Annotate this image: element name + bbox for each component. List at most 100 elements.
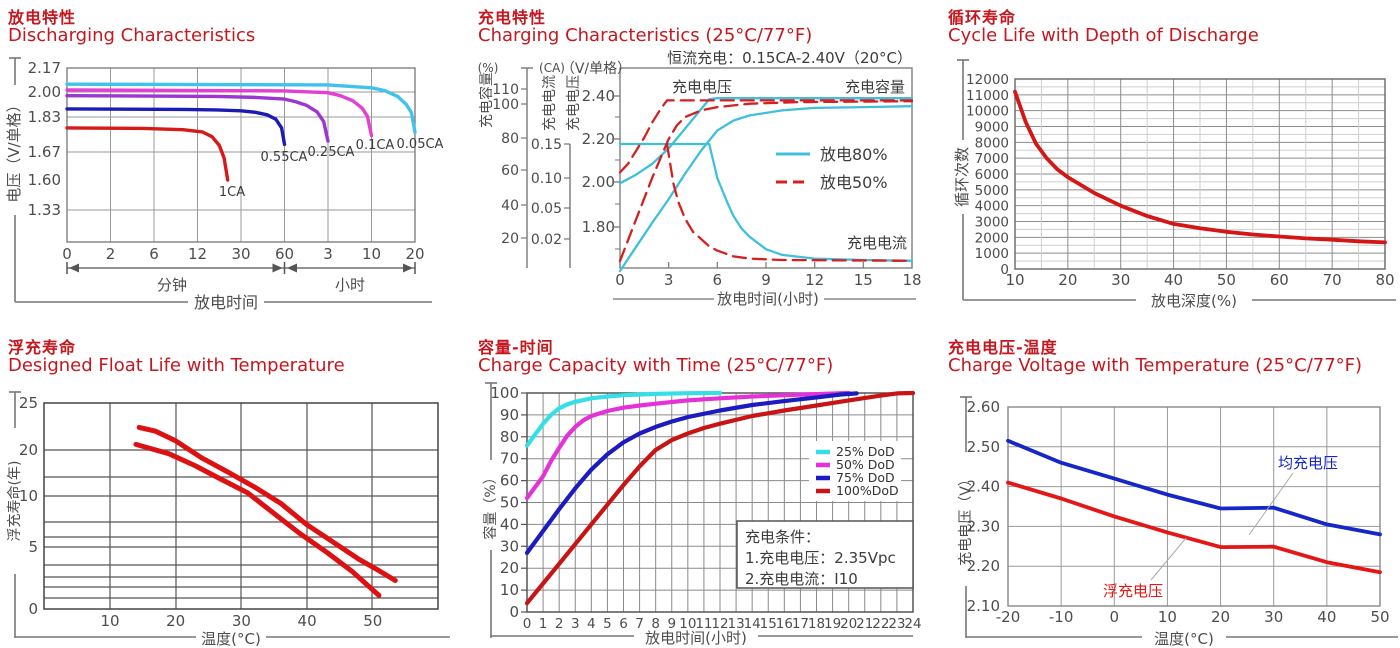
svg-text:容量（%）: 容量（%） (482, 470, 499, 539)
chart-title-cn: 循环寿命 (948, 8, 1017, 27)
chart-title-en: Cycle Life with Depth of Discharge (948, 25, 1259, 46)
svg-text:充电电压: 充电电压 (566, 75, 582, 131)
svg-text:（V/单格）: （V/单格） (561, 61, 631, 77)
svg-text:70: 70 (500, 450, 519, 468)
svg-text:1.83: 1.83 (28, 108, 61, 126)
svg-text:放电深度(%): 放电深度(%) (1151, 292, 1237, 310)
svg-text:10: 10 (500, 581, 519, 599)
svg-text:-10: -10 (1049, 608, 1074, 626)
svg-text:20: 20 (166, 612, 185, 630)
svg-text:0: 0 (1110, 608, 1120, 626)
chart-card-discharging: 放电特性 Discharging Characteristics 2.17 2.0… (0, 0, 470, 330)
outer-axis: 浮充寿命(年) 温度(°C) (6, 391, 450, 648)
svg-text:50% DoD: 50% DoD (836, 457, 895, 472)
svg-text:0: 0 (62, 245, 72, 263)
svg-text:(CA): (CA) (539, 61, 565, 75)
svg-text:40: 40 (500, 515, 519, 533)
svg-text:充电电流: 充电电流 (847, 234, 907, 252)
series-0.25CA (65, 93, 330, 143)
series-float-life-upper (136, 424, 398, 583)
svg-text:80: 80 (1375, 271, 1394, 289)
svg-text:2.50: 2.50 (967, 438, 1000, 456)
chart-title-en: Charge Capacity with Time (25°C/77°F) (478, 355, 834, 376)
svg-text:0.25CA: 0.25CA (308, 145, 355, 160)
series-dod80-current (618, 142, 914, 262)
svg-text:0.05CA: 0.05CA (397, 137, 444, 152)
chart-title-cn: 充电特性 (478, 8, 547, 27)
svg-text:6: 6 (619, 616, 628, 632)
svg-text:2.20: 2.20 (967, 557, 1000, 575)
svg-text:2.充电电流：I10: 2.充电电流：I10 (745, 570, 858, 588)
svg-text:25% DoD: 25% DoD (836, 444, 895, 459)
chart-title-en: Charge Voltage with Temperature (25°C/77… (948, 355, 1363, 376)
svg-text:3: 3 (571, 616, 580, 632)
svg-text:13: 13 (727, 616, 744, 632)
svg-text:7: 7 (635, 616, 644, 632)
svg-text:70: 70 (1323, 271, 1342, 289)
svg-text:19: 19 (824, 616, 841, 632)
svg-text:2.00: 2.00 (582, 173, 615, 191)
svg-text:40: 40 (1317, 608, 1336, 626)
svg-text:10: 10 (100, 612, 119, 630)
chart-card-charging: 充电特性 Charging Characteristics (25°C/77°F… (470, 0, 940, 330)
chart-card-capacity-time: 容量-时间 Charge Capacity with Time (25°C/77… (470, 330, 940, 648)
svg-text:2.10: 2.10 (967, 597, 1000, 615)
svg-text:2.40: 2.40 (967, 478, 1000, 496)
svg-text:温度(°C): 温度(°C) (1154, 630, 1214, 648)
series-layer (618, 97, 914, 273)
grid-layer (43, 402, 439, 610)
svg-text:小时: 小时 (335, 276, 365, 294)
svg-text:60: 60 (500, 472, 519, 490)
svg-text:100: 100 (492, 97, 519, 113)
svg-text:90: 90 (500, 406, 519, 424)
svg-text:0: 0 (28, 600, 38, 618)
annotation-box: 充电条件： 1.充电电压：2.35Vpc 2.充电电流：I10 (736, 520, 914, 589)
svg-text:12: 12 (188, 245, 207, 263)
svg-text:5: 5 (603, 616, 612, 632)
svg-text:24: 24 (904, 616, 921, 632)
axis-labels: 2.60 2.50 2.40 2.30 2.20 2.10-20 -10 0 10 20 30 40 5… (967, 398, 1390, 626)
svg-text:3: 3 (323, 245, 333, 263)
svg-text:3000: 3000 (975, 215, 1009, 231)
svg-text:100%DoD: 100%DoD (836, 483, 899, 498)
chart-canvas-discharging: 2.172.001.831.671.601.330 2 6 12 30 60 3 10 20分钟… (5, 57, 444, 312)
svg-text:2.60: 2.60 (967, 398, 1000, 416)
svg-text:50: 50 (500, 494, 519, 512)
svg-text:放电50%: 放电50% (820, 173, 888, 192)
series-cycle-life (1013, 89, 1387, 245)
svg-text:温度(°C): 温度(°C) (201, 630, 261, 648)
svg-text:充电电压（V）: 充电电压（V） (958, 472, 974, 566)
svg-text:1.33: 1.33 (28, 201, 61, 219)
plot-frame (619, 67, 913, 269)
svg-text:18: 18 (902, 271, 921, 289)
series-layer (1006, 438, 1382, 575)
svg-text:放电80%: 放电80% (820, 145, 888, 164)
chart-canvas-cycle-life: 1200011000100009000800070006000500040003… (953, 59, 1396, 310)
svg-text:分钟: 分钟 (157, 276, 187, 294)
axis-labels: 0 3 6 9 12 15 1811010080604020(%)充电容量0.150.100… (478, 49, 922, 308)
axis-labels: 2.17 2.00 1.83 1.67 1.60 1.33 0 2 6 12 30 60 3 10 20 (28, 59, 425, 263)
svg-text:40: 40 (1164, 271, 1183, 289)
svg-text:1.67: 1.67 (28, 143, 61, 161)
chart-card-voltage-temperature: 充电电压-温度 Charge Voltage with Temperature … (940, 330, 1400, 648)
chart-title-cn: 容量-时间 (478, 338, 554, 357)
svg-text:1CA: 1CA (219, 185, 245, 200)
svg-text:2.17: 2.17 (28, 59, 61, 77)
svg-text:1000: 1000 (975, 246, 1009, 262)
series-dod100 (524, 390, 916, 606)
svg-text:14: 14 (744, 616, 761, 632)
series-dod50-voltage (618, 99, 914, 174)
series-dod25 (524, 390, 723, 448)
svg-text:12: 12 (711, 616, 728, 632)
svg-text:15: 15 (760, 616, 777, 632)
series-0.1CA (65, 88, 374, 138)
svg-text:10: 10 (679, 616, 696, 632)
svg-text:0: 0 (509, 603, 519, 621)
series-dod50-current (665, 142, 914, 262)
svg-text:(%): (%) (478, 61, 499, 75)
svg-text:11: 11 (695, 616, 712, 632)
